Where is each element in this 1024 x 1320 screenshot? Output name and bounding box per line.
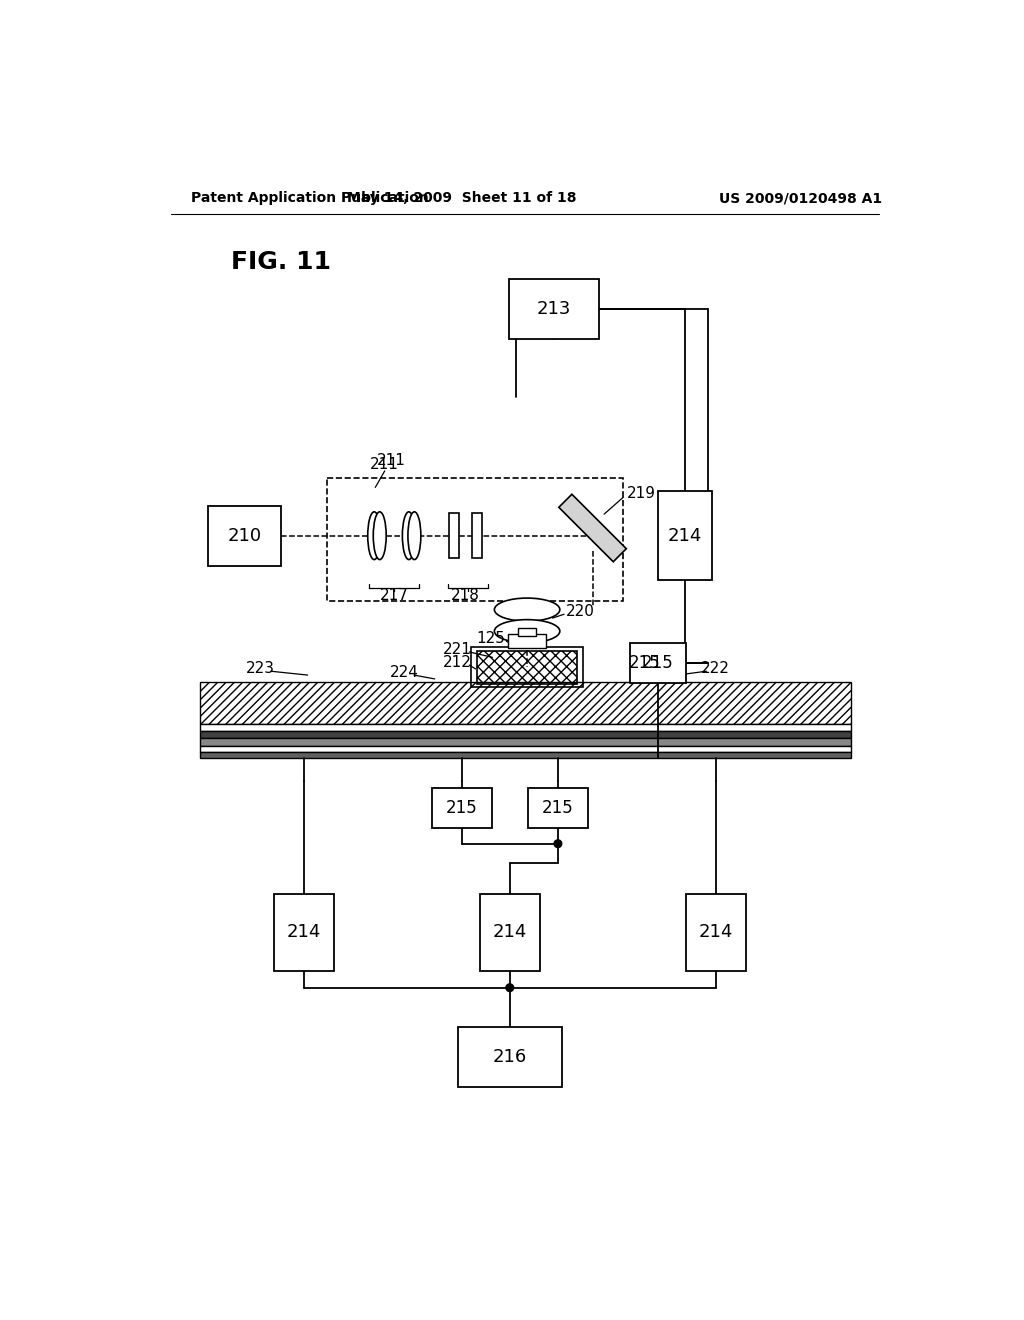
Bar	[200, 738, 851, 746]
Bar	[686, 894, 745, 970]
Text: 215: 215	[642, 653, 674, 672]
Ellipse shape	[374, 512, 386, 560]
Circle shape	[506, 983, 514, 991]
Text: 214: 214	[698, 923, 733, 941]
Text: 220: 220	[565, 603, 595, 619]
Text: US 2009/0120498 A1: US 2009/0120498 A1	[719, 191, 882, 206]
Text: 219: 219	[628, 486, 656, 500]
Text: 211: 211	[371, 457, 399, 473]
Circle shape	[554, 840, 562, 847]
Bar	[200, 752, 851, 758]
Text: 214: 214	[287, 923, 321, 941]
Bar	[200, 746, 851, 752]
Ellipse shape	[408, 512, 421, 560]
Text: 224: 224	[389, 665, 419, 680]
Bar	[477, 651, 578, 684]
Text: 215: 215	[445, 800, 477, 817]
Text: May 14, 2009  Sheet 11 of 18: May 14, 2009 Sheet 11 of 18	[347, 191, 577, 206]
Bar	[518, 628, 537, 636]
Text: 212: 212	[443, 655, 472, 671]
Bar	[508, 635, 547, 648]
Bar	[200, 730, 851, 738]
Bar	[559, 494, 627, 562]
Bar	[458, 1027, 562, 1088]
Text: 221: 221	[443, 642, 472, 657]
Bar	[658, 491, 712, 579]
Text: 215: 215	[629, 653, 660, 672]
Bar	[480, 894, 540, 970]
Text: 210: 210	[227, 527, 261, 545]
Text: 215: 215	[542, 800, 573, 817]
Bar	[472, 513, 482, 558]
Bar	[200, 682, 851, 725]
Bar	[449, 513, 460, 558]
Text: Patent Application Publication: Patent Application Publication	[190, 191, 428, 206]
Text: 213: 213	[537, 300, 571, 318]
Text: 217: 217	[380, 589, 409, 603]
Text: 214: 214	[493, 923, 527, 941]
Text: 214: 214	[668, 527, 702, 545]
Text: 216: 216	[493, 1048, 527, 1067]
Text: 211: 211	[377, 453, 406, 467]
Bar	[208, 506, 282, 566]
Bar	[631, 643, 686, 682]
Ellipse shape	[495, 619, 560, 643]
Bar	[509, 279, 599, 338]
Bar	[528, 788, 588, 829]
Bar	[471, 647, 584, 688]
Text: 222: 222	[701, 661, 730, 676]
Bar	[200, 725, 851, 730]
Ellipse shape	[368, 512, 381, 560]
Text: FIG. 11: FIG. 11	[230, 251, 331, 275]
Ellipse shape	[402, 512, 416, 560]
Text: 125: 125	[477, 631, 506, 647]
Bar	[327, 478, 624, 601]
Bar	[432, 788, 492, 829]
Text: 223: 223	[246, 661, 274, 676]
Ellipse shape	[495, 598, 560, 622]
Text: 218: 218	[452, 589, 480, 603]
Bar	[273, 894, 334, 970]
